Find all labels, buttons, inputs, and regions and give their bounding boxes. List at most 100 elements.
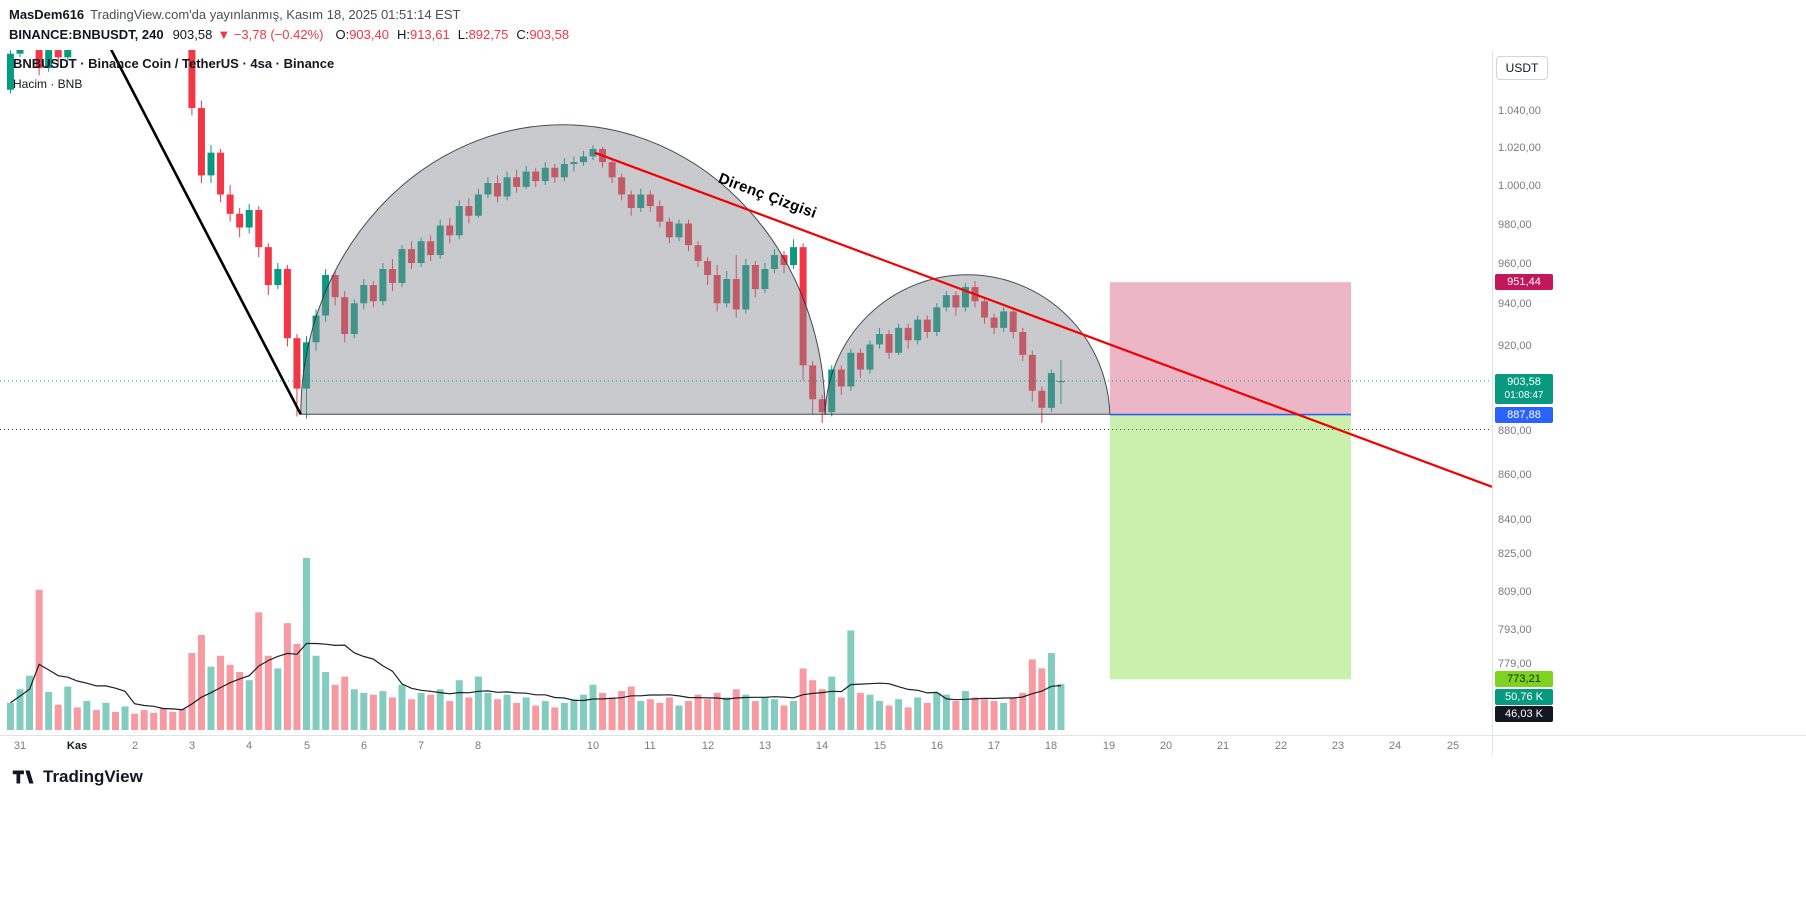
candle-body (876, 334, 883, 345)
candle-body (828, 369, 836, 413)
resistance-trendline[interactable] (594, 151, 1492, 488)
candle-body (732, 279, 740, 310)
volume-bar (245, 680, 253, 730)
volume-bar (685, 701, 692, 730)
volume-bar (474, 676, 482, 730)
candle-body (723, 279, 731, 304)
volume-bar (16, 689, 24, 730)
last-price: 903,58 (172, 27, 213, 42)
volume-bar (73, 707, 81, 730)
short-position-stop-zone[interactable] (1109, 282, 1352, 415)
volume-bar (83, 701, 91, 730)
last-price-badge: 903,58 01:08:47 (1495, 374, 1553, 404)
volume-bar (895, 699, 903, 730)
candle-body (503, 177, 511, 197)
tradingview-logo[interactable]: TradingView (10, 764, 143, 790)
time-tick-label: 8 (474, 740, 482, 752)
volume-bar (274, 668, 282, 730)
volume-bar (465, 697, 473, 730)
publish-header: MasDem616 TradingView.com'da yayınlanmış,… (9, 7, 460, 22)
candle-body (16, 50, 24, 54)
volume-bar (121, 706, 129, 730)
candle-body (560, 163, 568, 178)
candle-body (809, 365, 817, 400)
volume-bar (618, 691, 626, 730)
volume-ma-line (10, 642, 1061, 711)
symbol-header: BINANCE:BNBUSDT, 240 903,58 ▼ −3,78 (−0.42… (9, 27, 577, 42)
candle-body (54, 50, 62, 58)
candle-body (952, 295, 960, 308)
volume-bar (1047, 653, 1055, 730)
author-link[interactable]: MasDem616 (9, 7, 85, 22)
candle-body (522, 171, 530, 187)
volume-bar (952, 701, 960, 730)
volume-bar (837, 697, 845, 730)
plot-layers[interactable] (0, 0, 1492, 730)
time-tick-label: 18 (1044, 740, 1058, 752)
pattern-arc[interactable] (824, 274, 1111, 415)
volume-bar (570, 699, 578, 730)
candle-body (303, 342, 310, 389)
time-tick-label: 19 (1102, 740, 1116, 752)
volume-bar (140, 710, 148, 730)
time-tick-label: 6 (360, 740, 368, 752)
volume-bar (828, 676, 836, 730)
volume-bar (694, 694, 702, 730)
candle-body (1057, 381, 1065, 383)
volume-bar (408, 699, 416, 730)
candle-body (780, 255, 788, 266)
time-tick-label: 12 (701, 740, 715, 752)
candle-body (226, 194, 234, 214)
volume-bar (236, 672, 244, 730)
candle-body (665, 221, 673, 238)
down-arrow-icon: ▼ (217, 27, 231, 42)
volume-bar (503, 694, 511, 730)
pattern-arc[interactable] (300, 124, 826, 415)
volume-bar (780, 705, 788, 730)
volume-bar (704, 699, 712, 730)
time-tick-label: 16 (930, 740, 944, 752)
price-tick-label: 1.020,00 (1498, 142, 1541, 154)
candle-body (408, 249, 416, 264)
time-tick-label: 5 (303, 740, 311, 752)
candle-body (790, 247, 798, 266)
price-tick-label: 940,00 (1498, 298, 1532, 310)
currency-toggle-button[interactable]: USDT (1496, 56, 1548, 80)
volume-bar (971, 697, 979, 730)
volume-legend: Hacim · BNB (13, 77, 83, 91)
volume-bar (579, 694, 587, 730)
volume-bar (1009, 697, 1017, 730)
volume-bar (541, 701, 549, 730)
price-tick-label: 880,00 (1498, 425, 1532, 437)
volume-bar (350, 689, 358, 730)
symbol-title[interactable]: BINANCE:BNBUSDT, 240 (9, 27, 164, 42)
volume-bar (885, 705, 893, 730)
tradingview-logo-text: TradingView (43, 767, 143, 786)
candle-body (417, 241, 425, 264)
close-value: C:903,58 (516, 27, 570, 42)
time-tick-label: 14 (815, 740, 829, 752)
volume-bar (226, 664, 234, 730)
candle-body (436, 225, 444, 256)
volume-bar (102, 702, 110, 730)
candle-body (197, 108, 205, 176)
volume-bar (150, 712, 158, 730)
candle-body (675, 223, 683, 238)
candle-body (283, 269, 291, 339)
short-position-target-zone[interactable] (1109, 414, 1352, 680)
volume-bar (856, 692, 864, 730)
volume-bar (961, 691, 969, 730)
volume-bar (255, 612, 263, 730)
candle-body (474, 194, 482, 216)
time-tick-label: 31 (13, 740, 27, 752)
downtrend-line[interactable] (75, 0, 302, 415)
time-tick-label: 23 (1331, 740, 1345, 752)
volume-bar (761, 697, 769, 730)
volume-bar (904, 707, 912, 730)
candle-body (895, 327, 903, 353)
candle-body (274, 269, 282, 286)
volume-bar (646, 699, 654, 730)
candle-body (360, 285, 368, 304)
